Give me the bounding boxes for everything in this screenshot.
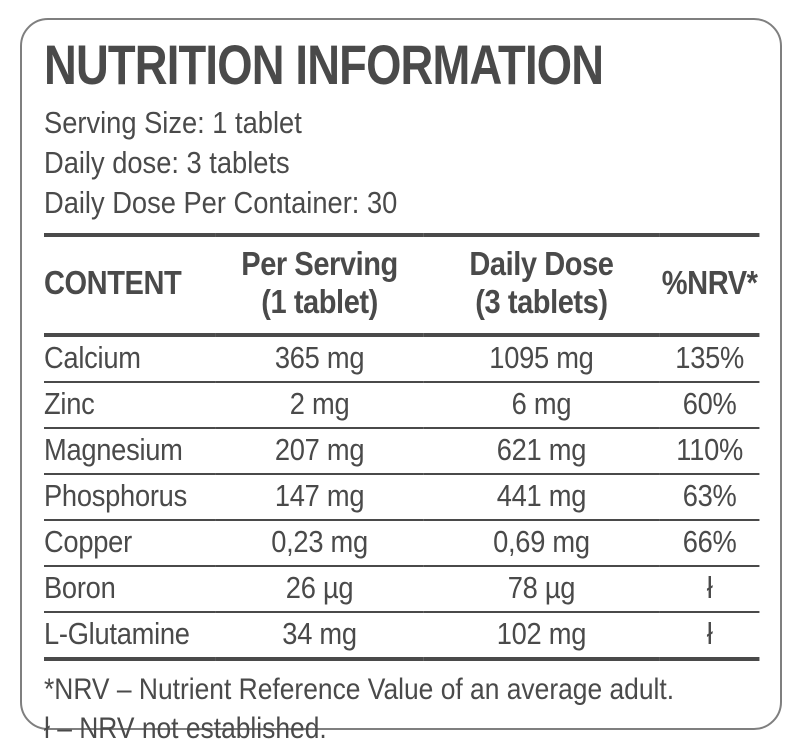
nutrient-name-cell: Magnesium [44, 427, 216, 475]
nutrient-name-cell: Boron [44, 565, 216, 613]
table-row: Magnesium 207 mg 621 mg 110% [44, 427, 760, 475]
nutrient-name-cell: Zinc [44, 381, 216, 429]
daily-dose-value-cell: 1095 mg [423, 334, 660, 383]
per-serving-value-cell: 207 mg [215, 427, 424, 475]
table-header-row: CONTENT Per Serving (1 tablet) Daily Dos… [44, 234, 760, 337]
nutrition-table-body: Calcium 365 mg 1095 mg 135% Zinc 2 mg 6 … [44, 334, 760, 661]
daily-dose-value-cell: 6 mg [423, 381, 660, 429]
header-per-serving: Per Serving (1 tablet) [215, 234, 424, 337]
footnote-nrv-not-established: ł – NRV not established. [44, 711, 327, 745]
nrv-value-cell: 63% [659, 473, 760, 521]
nrv-value-cell: ł [659, 611, 760, 661]
nutrient-name-cell: Phosphorus [44, 473, 216, 521]
per-serving-value-cell: 26 µg [215, 565, 424, 613]
table-row: Zinc 2 mg 6 mg 60% [44, 381, 760, 429]
nutrient-name-cell: Calcium [44, 334, 216, 383]
footnote-nrv-definition: *NRV – Nutrient Reference Value of an av… [44, 672, 675, 706]
header-daily-dose-line1: Daily Dose [469, 244, 614, 282]
header-daily-dose-line2: (3 tablets) [475, 282, 608, 320]
header-nrv: %NRV* [659, 234, 760, 337]
table-row: Boron 26 µg 78 µg ł [44, 565, 760, 613]
header-per-serving-line2: (1 tablet) [261, 282, 378, 320]
daily-dose-value-cell: 0,69 mg [423, 519, 660, 567]
nutrient-name-cell: L-Glutamine [44, 611, 216, 661]
table-row: Phosphorus 147 mg 441 mg 63% [44, 473, 760, 521]
table-row: Copper 0,23 mg 0,69 mg 66% [44, 519, 760, 567]
nrv-value-cell: 110% [659, 427, 760, 475]
serving-info: Serving Size: 1 tablet Daily dose: 3 tab… [44, 103, 674, 223]
daily-dose-value-cell: 78 µg [423, 565, 660, 613]
nutrition-label: NUTRITION INFORMATION Serving Size: 1 ta… [20, 18, 782, 745]
daily-dose-line: Daily dose: 3 tablets [44, 144, 290, 180]
per-serving-value-cell: 0,23 mg [215, 519, 424, 567]
header-per-serving-line1: Per Serving [241, 244, 398, 282]
header-content: CONTENT [44, 234, 216, 337]
daily-dose-value-cell: 102 mg [423, 611, 660, 661]
per-serving-value-cell: 2 mg [215, 381, 424, 429]
daily-dose-value-cell: 621 mg [423, 427, 660, 475]
table-row: Calcium 365 mg 1095 mg 135% [44, 334, 760, 383]
per-serving-value-cell: 365 mg [215, 334, 424, 383]
label-title: NUTRITION INFORMATION [44, 33, 604, 96]
nrv-value-cell: 60% [659, 381, 760, 429]
header-daily-dose: Daily Dose (3 tablets) [423, 234, 660, 337]
per-serving-value-cell: 34 mg [215, 611, 424, 661]
footnotes: *NRV – Nutrient Reference Value of an av… [44, 670, 674, 748]
table-row: L-Glutamine 34 mg 102 mg ł [44, 611, 760, 661]
per-serving-value-cell: 147 mg [215, 473, 424, 521]
serving-size-line: Serving Size: 1 tablet [44, 104, 302, 140]
nutrient-name-cell: Copper [44, 519, 216, 567]
daily-dose-per-container-line: Daily Dose Per Container: 30 [44, 184, 398, 220]
daily-dose-value-cell: 441 mg [423, 473, 660, 521]
nrv-value-cell: 135% [659, 334, 760, 383]
nutrition-table: CONTENT Per Serving (1 tablet) Daily Dos… [44, 232, 760, 661]
nrv-value-cell: 66% [659, 519, 760, 567]
nutrition-table-wrap: CONTENT Per Serving (1 tablet) Daily Dos… [44, 232, 760, 661]
nrv-value-cell: ł [659, 565, 760, 613]
